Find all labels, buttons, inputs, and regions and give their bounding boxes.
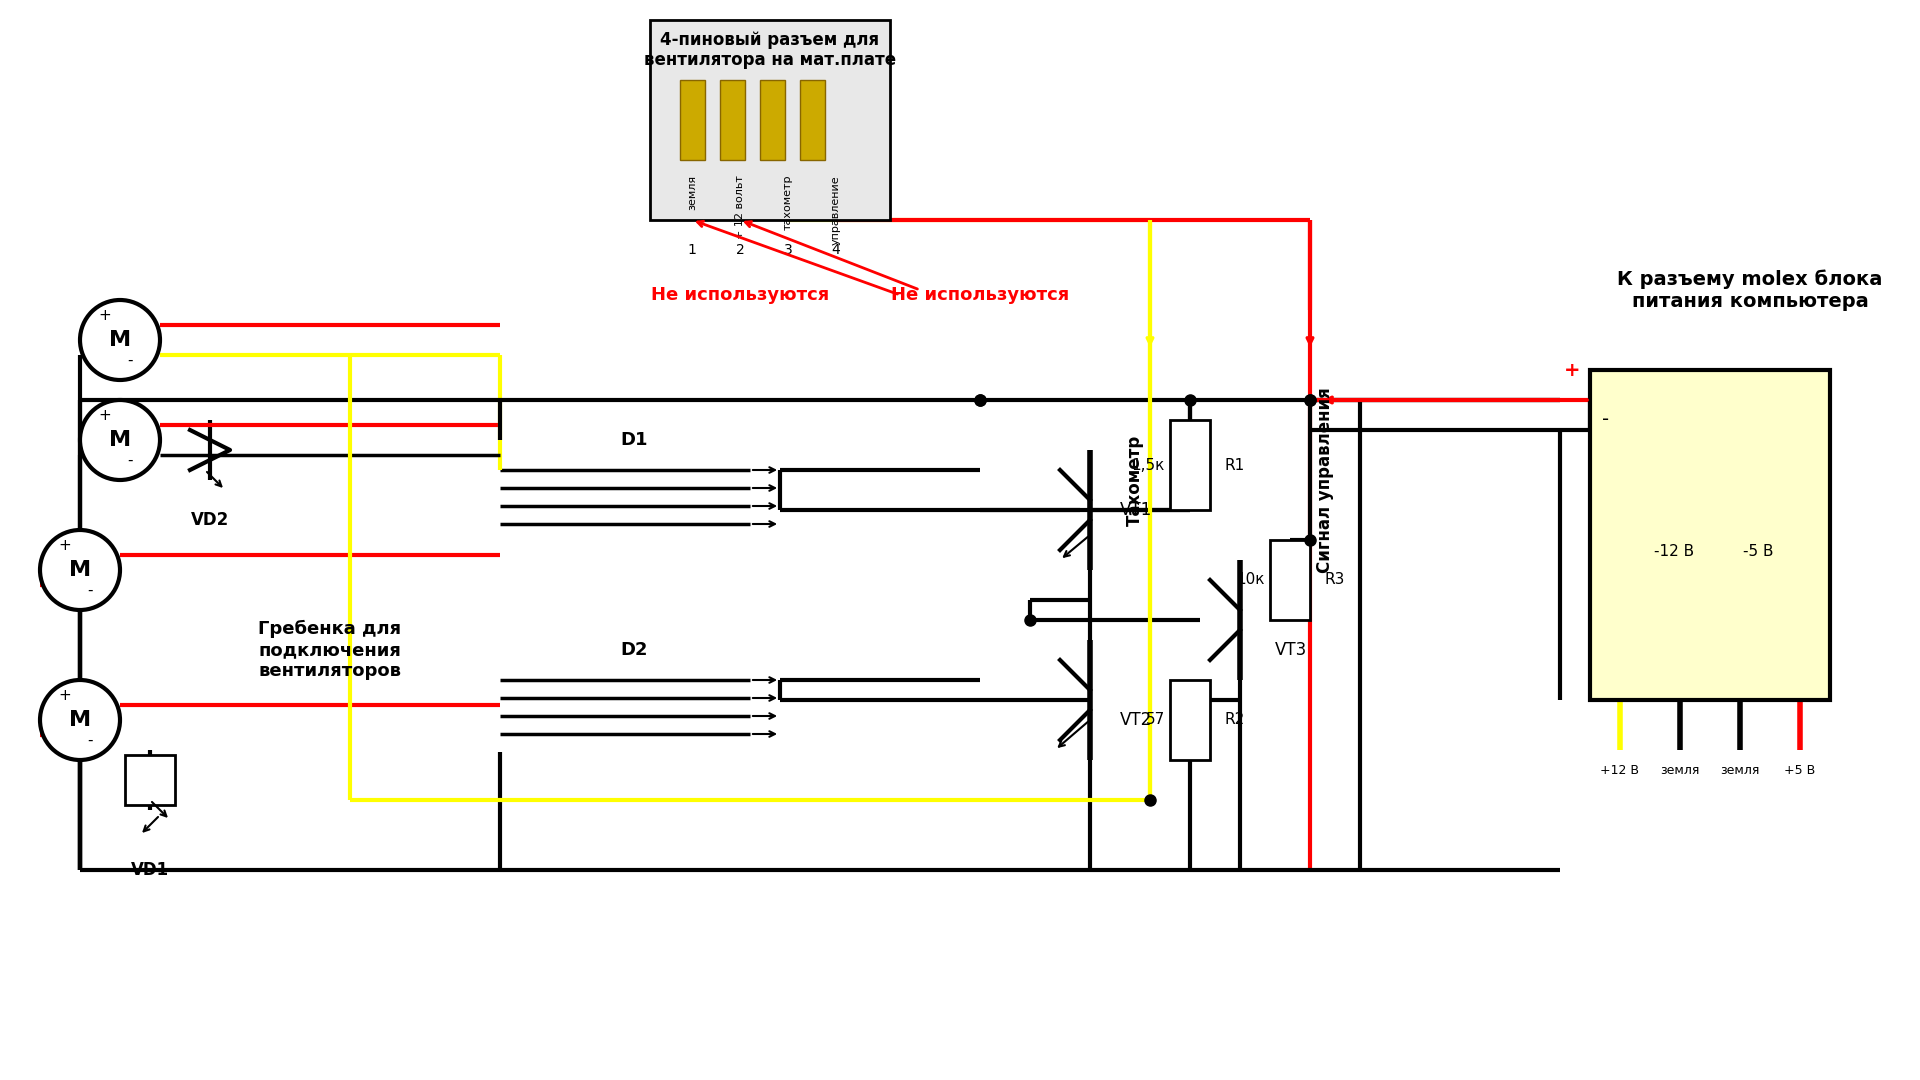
Bar xyxy=(720,80,745,160)
Circle shape xyxy=(81,300,159,380)
Text: -: - xyxy=(86,732,92,747)
Text: VT3: VT3 xyxy=(1275,642,1308,659)
Text: D1: D1 xyxy=(620,431,647,449)
Text: 1,5к: 1,5к xyxy=(1131,458,1165,473)
Text: 1: 1 xyxy=(687,243,697,257)
Text: -: - xyxy=(127,453,132,468)
Text: 57: 57 xyxy=(1146,713,1165,728)
Bar xyxy=(651,21,891,220)
Bar xyxy=(680,80,705,160)
Circle shape xyxy=(81,400,159,480)
Bar xyxy=(125,755,175,805)
Bar xyxy=(760,80,785,160)
Text: M: M xyxy=(109,330,131,350)
Text: -12 В: -12 В xyxy=(1653,544,1693,559)
Text: Гребенка для
подключения
вентиляторов: Гребенка для подключения вентиляторов xyxy=(259,620,401,680)
Circle shape xyxy=(40,530,119,610)
Text: -: - xyxy=(86,582,92,597)
Text: 4: 4 xyxy=(831,243,841,257)
Text: VD1: VD1 xyxy=(131,861,169,879)
Text: VT2: VT2 xyxy=(1119,711,1152,729)
Text: 2: 2 xyxy=(735,243,745,257)
Text: 3: 3 xyxy=(783,243,793,257)
Text: земля: земля xyxy=(1661,764,1699,777)
Text: К разъему molex блока
питания компьютера: К разъему molex блока питания компьютера xyxy=(1617,269,1884,311)
Bar xyxy=(1590,370,1830,700)
Text: VT1: VT1 xyxy=(1119,501,1152,519)
Text: R1: R1 xyxy=(1225,458,1246,473)
Text: Тахометр: Тахометр xyxy=(1125,434,1144,526)
Text: -: - xyxy=(1601,410,1609,430)
Text: +: + xyxy=(98,308,111,323)
Text: -5 В: -5 В xyxy=(1743,544,1774,559)
Bar xyxy=(1169,680,1210,760)
Text: + 12 вольт: + 12 вольт xyxy=(735,175,745,239)
Text: Не используются: Не используются xyxy=(891,286,1069,303)
Bar xyxy=(801,80,826,160)
Text: Сигнал управления: Сигнал управления xyxy=(1315,387,1334,572)
Text: земля: земля xyxy=(1720,764,1761,777)
Text: +5 В: +5 В xyxy=(1784,764,1816,777)
Text: +: + xyxy=(1563,361,1580,379)
Text: +: + xyxy=(60,688,71,702)
Text: 10к: 10к xyxy=(1236,572,1265,588)
Text: Не используются: Не используются xyxy=(651,286,829,303)
Circle shape xyxy=(40,680,119,760)
Text: +12 В: +12 В xyxy=(1601,764,1640,777)
Text: R3: R3 xyxy=(1325,572,1346,588)
Text: M: M xyxy=(69,561,90,580)
Text: -: - xyxy=(127,352,132,367)
Text: VD2: VD2 xyxy=(190,511,228,529)
Text: +: + xyxy=(60,538,71,553)
Text: R2: R2 xyxy=(1225,713,1246,728)
Text: M: M xyxy=(109,430,131,450)
Text: 4-пиновый разъем для
вентилятора на мат.плате: 4-пиновый разъем для вентилятора на мат.… xyxy=(643,30,897,69)
Text: тахометр: тахометр xyxy=(783,175,793,230)
Text: земля: земля xyxy=(687,175,697,211)
Text: управление: управление xyxy=(831,175,841,245)
Text: D2: D2 xyxy=(620,642,647,659)
Text: M: M xyxy=(69,710,90,730)
Bar xyxy=(1269,540,1309,620)
Bar xyxy=(1169,420,1210,510)
Text: +: + xyxy=(98,407,111,422)
